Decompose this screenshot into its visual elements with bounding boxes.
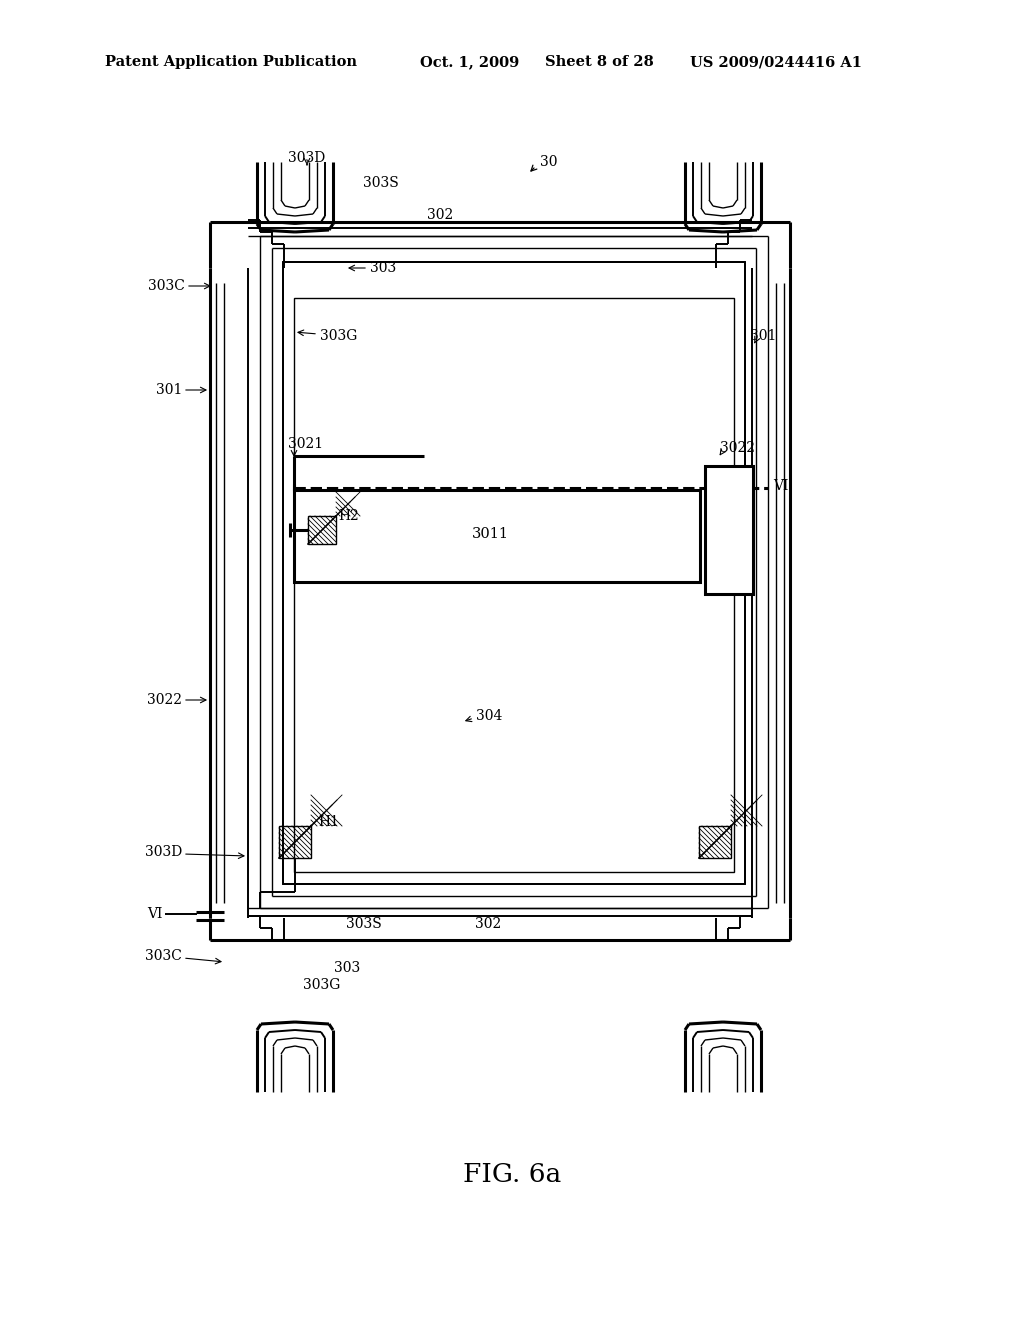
Text: 303D: 303D xyxy=(289,150,326,165)
Text: 3022: 3022 xyxy=(147,693,182,708)
Bar xyxy=(294,298,734,873)
Text: 303G: 303G xyxy=(319,329,357,343)
Text: 30: 30 xyxy=(540,154,557,169)
Text: 303G: 303G xyxy=(303,978,340,993)
Text: Patent Application Publication: Patent Application Publication xyxy=(105,55,357,69)
Text: 303S: 303S xyxy=(362,176,398,190)
Text: Sheet 8 of 28: Sheet 8 of 28 xyxy=(545,55,653,69)
Text: 303: 303 xyxy=(370,261,396,275)
Bar xyxy=(308,516,336,544)
Bar xyxy=(294,490,700,582)
Text: 303S: 303S xyxy=(346,917,382,931)
Text: 303C: 303C xyxy=(145,949,182,964)
Text: VI: VI xyxy=(147,907,163,921)
Bar xyxy=(283,261,745,884)
Text: 3022: 3022 xyxy=(720,441,755,455)
Text: FIG. 6a: FIG. 6a xyxy=(463,1163,561,1188)
Text: 304: 304 xyxy=(476,709,503,723)
Text: H1: H1 xyxy=(318,814,339,829)
Text: H2: H2 xyxy=(338,510,358,523)
Text: 303: 303 xyxy=(334,961,360,975)
Text: VI': VI' xyxy=(773,479,793,492)
Text: 303C: 303C xyxy=(148,279,185,293)
Text: 302: 302 xyxy=(427,209,454,222)
Text: 301: 301 xyxy=(750,329,776,343)
Text: 3021: 3021 xyxy=(288,437,324,451)
Bar xyxy=(279,826,311,858)
Text: 301: 301 xyxy=(156,383,182,397)
Bar xyxy=(705,466,753,594)
Text: Oct. 1, 2009: Oct. 1, 2009 xyxy=(420,55,519,69)
Text: 3011: 3011 xyxy=(471,527,509,541)
Text: 303D: 303D xyxy=(144,845,182,859)
Text: 302: 302 xyxy=(475,917,501,931)
Bar xyxy=(699,826,731,858)
Text: US 2009/0244416 A1: US 2009/0244416 A1 xyxy=(690,55,862,69)
